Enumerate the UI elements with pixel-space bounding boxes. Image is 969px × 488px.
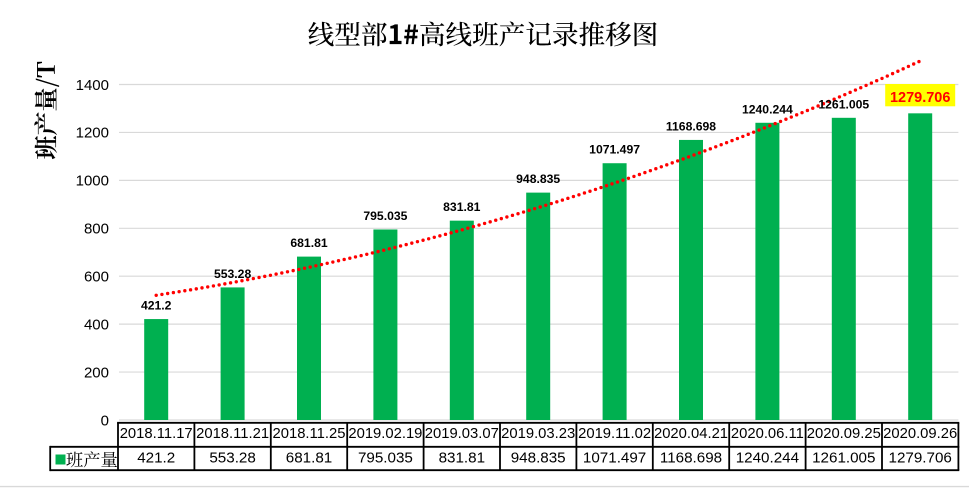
- svg-text:2019.03.07: 2019.03.07: [425, 426, 499, 442]
- svg-text:1168.698: 1168.698: [666, 119, 716, 133]
- svg-text:1168.698: 1168.698: [660, 450, 722, 467]
- svg-text:2019.11.02: 2019.11.02: [578, 426, 651, 442]
- svg-text:1071.497: 1071.497: [583, 450, 646, 467]
- svg-text:0: 0: [101, 412, 109, 429]
- svg-text:1240.244: 1240.244: [742, 102, 793, 116]
- svg-text:681.81: 681.81: [290, 236, 327, 250]
- svg-text:1261.005: 1261.005: [818, 97, 869, 111]
- svg-text:1240.244: 1240.244: [736, 450, 799, 467]
- svg-text:2018.11.21: 2018.11.21: [196, 426, 269, 442]
- svg-text:421.2: 421.2: [141, 299, 172, 313]
- svg-text:553.28: 553.28: [214, 267, 251, 281]
- svg-text:400: 400: [84, 316, 109, 333]
- svg-text:421.2: 421.2: [137, 450, 175, 467]
- svg-text:2020.09.25: 2020.09.25: [807, 426, 881, 442]
- svg-text:1279.706: 1279.706: [890, 90, 950, 106]
- svg-text:200: 200: [84, 364, 109, 381]
- svg-text:1200: 1200: [76, 125, 109, 142]
- svg-text:800: 800: [84, 221, 109, 238]
- svg-text:795.035: 795.035: [363, 209, 407, 223]
- svg-text:2018.11.17: 2018.11.17: [120, 426, 193, 442]
- svg-text:681.81: 681.81: [286, 450, 332, 467]
- svg-text:2019.02.19: 2019.02.19: [348, 426, 422, 442]
- svg-text:553.28: 553.28: [209, 450, 255, 467]
- svg-text:2020.06.11: 2020.06.11: [731, 426, 804, 442]
- svg-text:948.835: 948.835: [511, 450, 566, 467]
- svg-text:2019.03.23: 2019.03.23: [501, 426, 575, 442]
- svg-text:831.81: 831.81: [439, 450, 485, 467]
- svg-text:600: 600: [84, 269, 109, 286]
- svg-text:2020.04.21: 2020.04.21: [654, 426, 728, 442]
- svg-text:2018.11.25: 2018.11.25: [273, 426, 346, 442]
- svg-text:1261.005: 1261.005: [812, 450, 875, 467]
- svg-text:1279.706: 1279.706: [889, 450, 952, 467]
- svg-text:831.81: 831.81: [443, 200, 480, 214]
- svg-text:2020.09.26: 2020.09.26: [883, 426, 957, 442]
- svg-text:1071.497: 1071.497: [589, 143, 640, 157]
- svg-text:1000: 1000: [76, 173, 109, 190]
- svg-text:1400: 1400: [76, 77, 109, 94]
- svg-text:795.035: 795.035: [358, 450, 413, 467]
- svg-text:948.835: 948.835: [516, 172, 560, 186]
